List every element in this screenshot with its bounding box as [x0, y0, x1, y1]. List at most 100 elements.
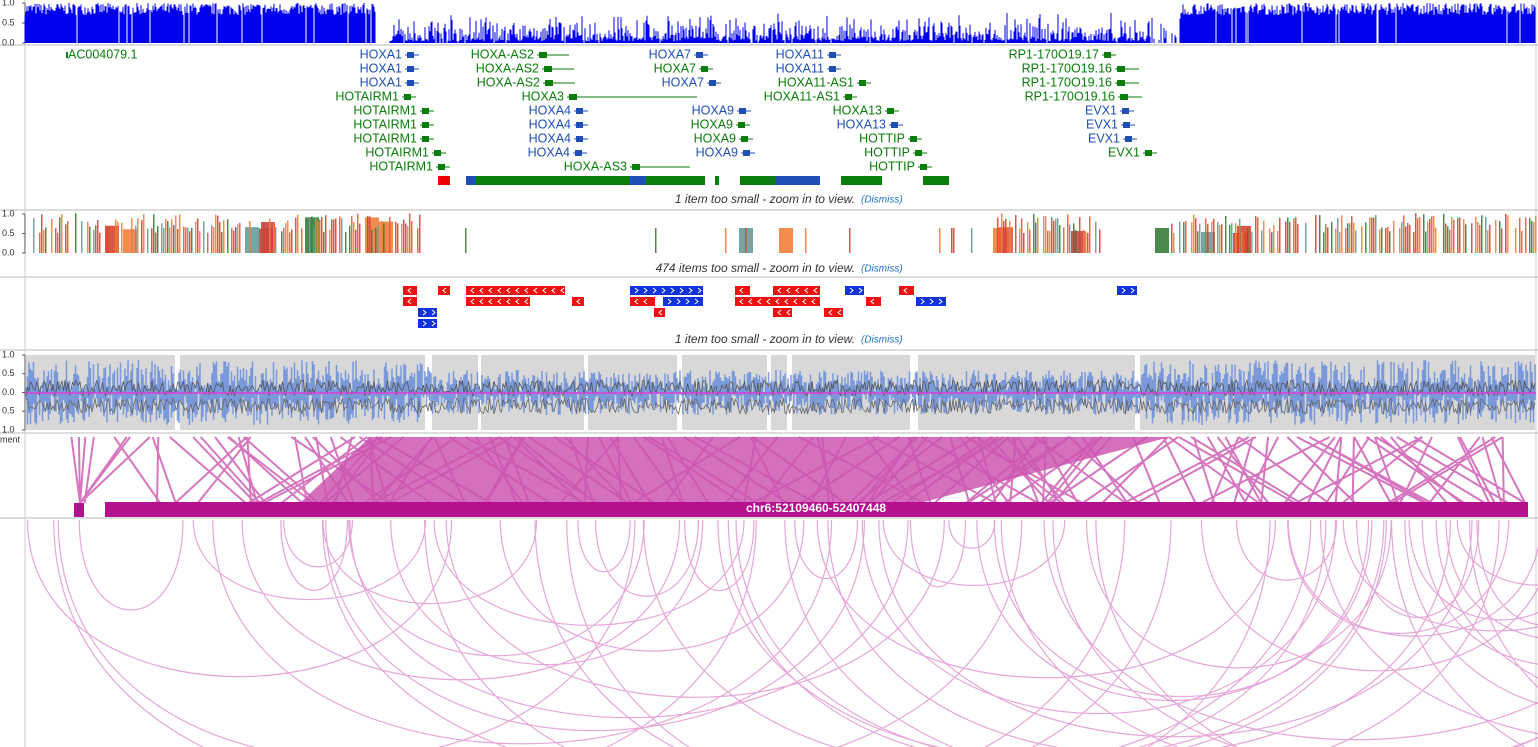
- feature-bar: [1229, 224, 1231, 253]
- feature-bar: [263, 223, 265, 253]
- gene-label[interactable]: EVX1: [1108, 145, 1140, 159]
- gene-label[interactable]: RP1-170O19.17: [1009, 47, 1099, 61]
- gene-label[interactable]: AC004079.1: [68, 47, 138, 61]
- exon: [920, 164, 927, 170]
- gene-label[interactable]: EVX1: [1086, 117, 1118, 131]
- feature-bar: [33, 218, 35, 253]
- gene-label[interactable]: HOXA9: [691, 117, 733, 131]
- feature-bar: [289, 232, 291, 253]
- gene-label[interactable]: HOXA7: [662, 75, 704, 89]
- gene-label[interactable]: HOXA-AS2: [471, 47, 534, 61]
- feature-bar: [1453, 219, 1455, 253]
- track-label: ment: [0, 434, 21, 444]
- feature-bar: [1183, 222, 1185, 253]
- feature-bar: [1195, 218, 1197, 253]
- feature-bar: [115, 219, 117, 253]
- gene-label[interactable]: EVX1: [1088, 131, 1120, 145]
- gene-label[interactable]: HOXA-AS3: [564, 159, 627, 173]
- feature-bar: [725, 228, 727, 253]
- feature-bar: [997, 217, 999, 253]
- gene-label[interactable]: HOXA4: [529, 103, 571, 117]
- gene-label[interactable]: HOXA11-AS1: [764, 89, 840, 103]
- gene-label[interactable]: HOXA11: [776, 61, 824, 75]
- gene-label[interactable]: RP1-170O19.16: [1025, 89, 1115, 103]
- exon: [438, 164, 445, 170]
- feature-bar: [311, 216, 313, 253]
- feature-bar: [1389, 231, 1391, 253]
- strand-arrows: [658, 309, 663, 316]
- signal: [24, 3, 1536, 43]
- exon: [1120, 94, 1128, 100]
- axis-label: 0.5: [2, 406, 15, 416]
- gene-label[interactable]: HOXA7: [649, 47, 691, 61]
- feature-bar: [151, 228, 153, 253]
- exon: [66, 52, 68, 58]
- feature-bar: [1403, 215, 1405, 253]
- gene-label[interactable]: RP1-170O19.16: [1022, 75, 1112, 89]
- gene-label[interactable]: HOXA11-AS1: [778, 75, 854, 89]
- feature-bar: [237, 224, 239, 253]
- dismiss-link[interactable]: (Dismiss): [861, 264, 903, 275]
- gene-label[interactable]: HOXA1: [360, 61, 402, 75]
- feature-bar: [1199, 223, 1201, 253]
- feature-bar: [1213, 218, 1215, 253]
- gene-label[interactable]: HOTAIRM1: [353, 117, 417, 131]
- dismiss-link[interactable]: (Dismiss): [861, 335, 903, 346]
- gene-label[interactable]: HOTTIP: [864, 145, 910, 159]
- gene-label[interactable]: HOXA9: [696, 145, 738, 159]
- feature-bar: [1185, 220, 1187, 253]
- feature-bar: [1425, 231, 1427, 253]
- gene-label[interactable]: HOXA-AS2: [477, 75, 540, 89]
- gene-label[interactable]: RP1-170O19.16: [1022, 61, 1112, 75]
- feature-bar: [301, 228, 303, 253]
- exon: [741, 136, 748, 142]
- feature-bar: [359, 223, 361, 253]
- feature-bar: [1525, 217, 1527, 253]
- gene-label[interactable]: HOXA13: [833, 103, 882, 117]
- feature-bar: [411, 221, 413, 253]
- feature-bar: [1073, 223, 1075, 253]
- feature-bar: [1021, 218, 1023, 253]
- gene-label[interactable]: HOTAIRM1: [365, 145, 429, 159]
- gene-label[interactable]: HOTAIRM1: [353, 103, 417, 117]
- dismiss-link[interactable]: (Dismiss): [861, 195, 903, 206]
- gene-label[interactable]: HOXA11: [776, 47, 824, 61]
- gene-label[interactable]: HOXA7: [654, 61, 696, 75]
- gene-label[interactable]: HOXA4: [529, 117, 571, 131]
- gene-label[interactable]: HOXA9: [692, 103, 734, 117]
- feature-bar: [1345, 227, 1347, 253]
- feature-bar: [211, 225, 213, 253]
- gene-label[interactable]: EVX1: [1085, 103, 1117, 117]
- feature-bar: [1051, 217, 1053, 253]
- gene-label[interactable]: HOXA9: [694, 131, 736, 145]
- gene-label[interactable]: HOXA13: [837, 117, 886, 131]
- feature-bar: [397, 223, 399, 253]
- feature-bar: [187, 227, 189, 253]
- feature-bar: [1207, 224, 1209, 253]
- gene-label[interactable]: HOXA-AS2: [476, 61, 539, 75]
- gene-label[interactable]: HOTAIRM1: [353, 131, 417, 145]
- exon: [829, 52, 836, 58]
- gene-label[interactable]: HOTAIRM1: [335, 89, 399, 103]
- gene-label[interactable]: HOTAIRM1: [369, 159, 433, 173]
- gene-label[interactable]: HOXA1: [360, 75, 402, 89]
- axis-label: 1.0: [2, 349, 15, 359]
- gene-label[interactable]: HOTTIP: [869, 159, 915, 173]
- feature-bar: [1487, 230, 1489, 253]
- strand-arrows: [407, 287, 412, 294]
- gene-label[interactable]: HOTTIP: [859, 131, 905, 145]
- feature-bar: [89, 226, 91, 253]
- feature-bar: [223, 220, 225, 253]
- gene-label[interactable]: HOXA1: [360, 47, 402, 61]
- gene-label[interactable]: HOXA3: [522, 89, 564, 103]
- feature-box: [438, 286, 450, 295]
- axis-label: 0.0: [2, 247, 15, 257]
- feature-bar: [287, 220, 289, 253]
- feature-bar: [1515, 227, 1517, 253]
- feature-bar: [163, 227, 165, 253]
- gene-label[interactable]: HOXA4: [529, 131, 571, 145]
- feature-bar: [849, 228, 851, 253]
- feature-bar: [143, 214, 145, 253]
- gene-label[interactable]: HOXA4: [528, 145, 570, 159]
- feature-bar: [1027, 222, 1029, 253]
